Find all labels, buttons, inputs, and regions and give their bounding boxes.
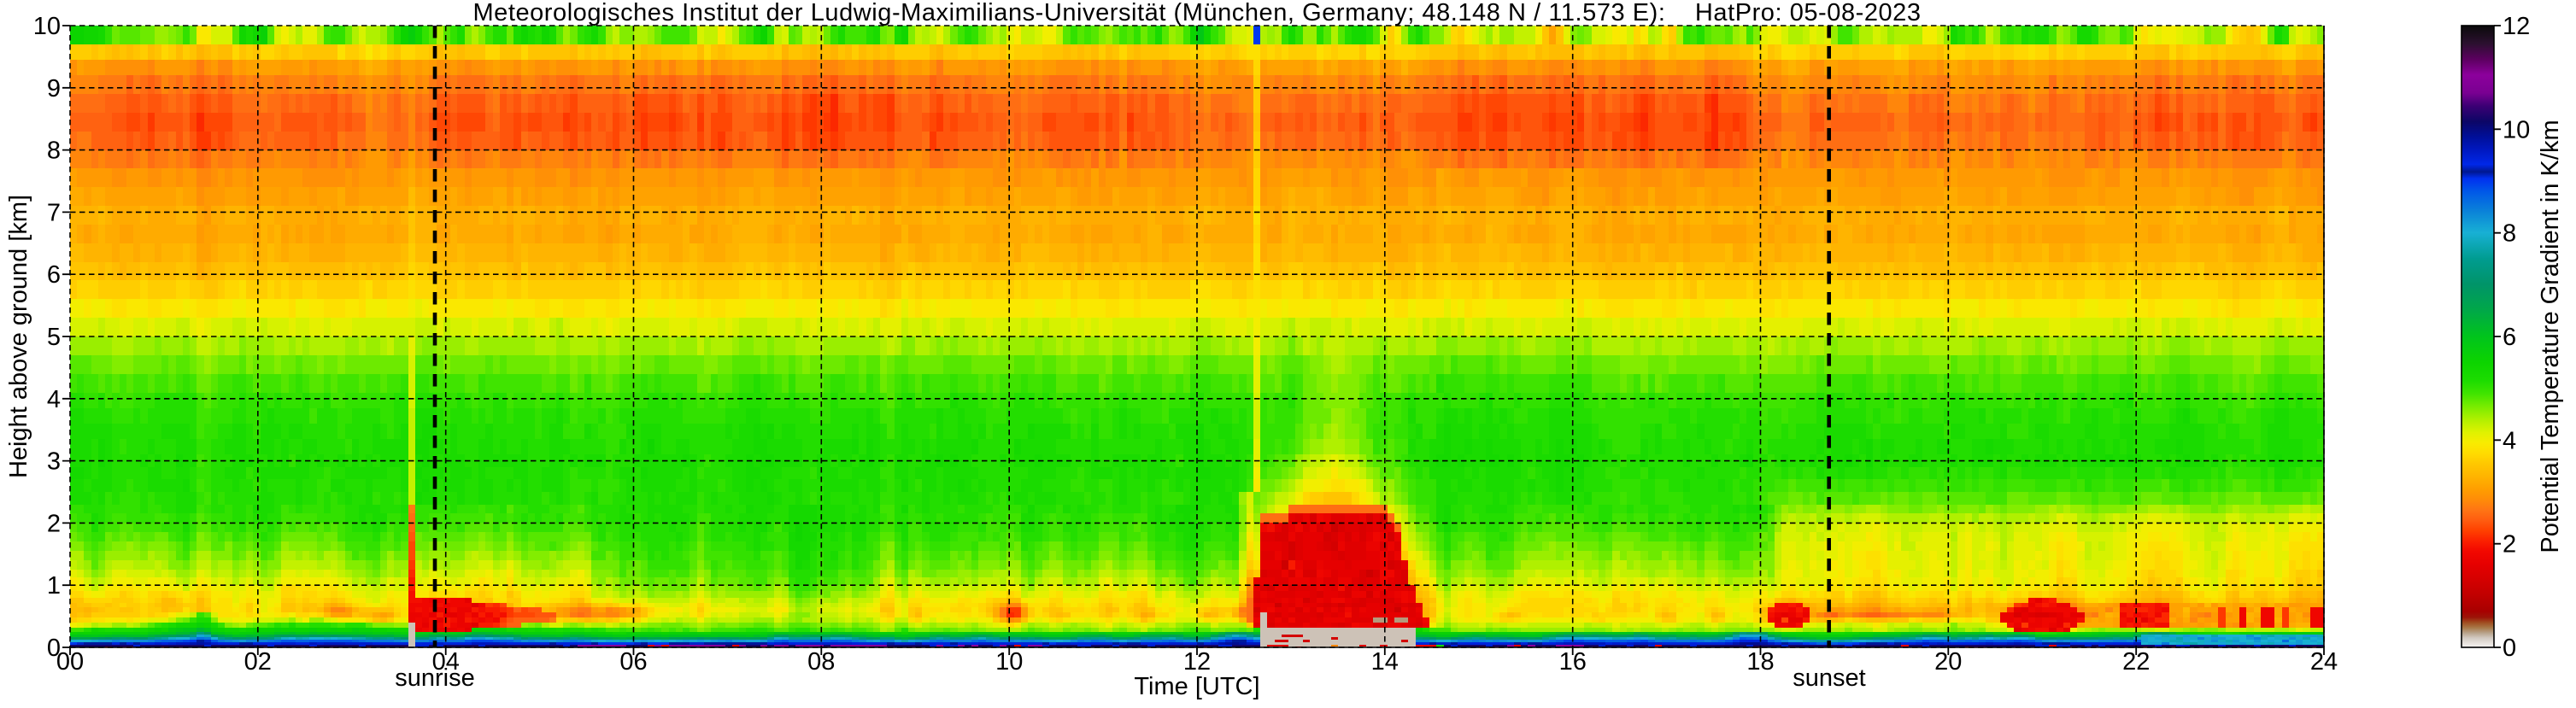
svg-text:Potential Temperature Gradient: Potential Temperature Gradient in K/km	[2537, 120, 2564, 553]
svg-text:6: 6	[47, 261, 61, 289]
svg-text:sunrise: sunrise	[395, 664, 475, 692]
svg-text:18: 18	[1746, 648, 1774, 676]
svg-text:06: 06	[619, 648, 647, 676]
svg-text:22: 22	[2122, 648, 2150, 676]
svg-text:12: 12	[1183, 648, 1211, 676]
svg-text:Meteorologisches Institut der: Meteorologisches Institut der Ludwig-Max…	[472, 0, 1921, 26]
svg-text:8: 8	[47, 138, 61, 165]
svg-text:5: 5	[47, 324, 61, 351]
svg-text:6: 6	[2503, 324, 2516, 351]
svg-text:1: 1	[47, 572, 61, 600]
svg-text:16: 16	[1559, 648, 1587, 676]
svg-text:10: 10	[2503, 116, 2530, 143]
svg-text:2: 2	[47, 510, 61, 537]
svg-text:2: 2	[2503, 531, 2516, 559]
svg-text:8: 8	[2503, 220, 2516, 248]
svg-text:Height above ground [km]: Height above ground [km]	[5, 195, 32, 478]
svg-text:9: 9	[47, 75, 61, 102]
svg-text:10: 10	[33, 13, 61, 40]
svg-text:20: 20	[1934, 648, 1962, 676]
svg-text:7: 7	[47, 199, 61, 226]
svg-text:12: 12	[2503, 13, 2530, 40]
svg-text:3: 3	[47, 448, 61, 476]
svg-text:00: 00	[56, 648, 84, 676]
svg-text:08: 08	[807, 648, 835, 676]
svg-text:04: 04	[432, 648, 460, 676]
svg-text:Time [UTC]: Time [UTC]	[1134, 673, 1259, 700]
svg-text:sunset: sunset	[1793, 664, 1865, 692]
svg-text:0: 0	[2503, 635, 2516, 662]
svg-text:24: 24	[2310, 648, 2338, 676]
svg-text:02: 02	[244, 648, 272, 676]
svg-text:4: 4	[2503, 427, 2516, 454]
svg-text:0: 0	[47, 635, 61, 662]
svg-text:10: 10	[995, 648, 1023, 676]
svg-text:4: 4	[47, 386, 61, 413]
svg-text:14: 14	[1371, 648, 1399, 676]
